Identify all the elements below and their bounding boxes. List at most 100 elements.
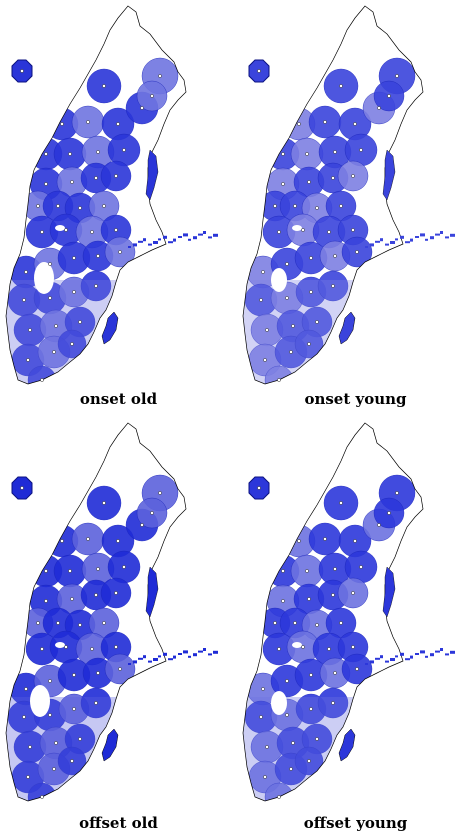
country-outline: [242, 5, 424, 385]
station-marker: [114, 645, 118, 649]
station-marker: [291, 741, 295, 745]
station-marker: [114, 174, 118, 178]
station-marker: [257, 69, 261, 73]
station-marker: [263, 775, 267, 779]
station-marker: [52, 767, 56, 771]
island-dot: [380, 655, 383, 659]
station-marker: [377, 106, 381, 110]
lake-shape: [55, 642, 65, 648]
panel-caption: offset old: [79, 814, 158, 832]
station-marker: [94, 701, 98, 705]
station-marker: [26, 775, 30, 779]
island-dot: [440, 231, 443, 234]
island-dot: [420, 233, 425, 237]
island-dot: [168, 241, 173, 244]
station-marker: [327, 230, 331, 234]
island-dot: [450, 650, 455, 654]
island-dot: [143, 655, 146, 659]
island-dot: [365, 663, 368, 665]
station-marker: [395, 74, 399, 78]
map-panel-offset-young: offset young: [237, 417, 474, 834]
archipelago: [365, 149, 455, 248]
station-marker: [94, 284, 98, 288]
station-marker: [353, 122, 357, 126]
station-marker: [359, 565, 363, 569]
station-marker: [48, 262, 52, 266]
station-marker: [333, 671, 337, 675]
island-dot: [193, 653, 197, 657]
island-dot: [198, 650, 203, 653]
station-marker: [140, 106, 144, 110]
station-marker: [351, 645, 355, 649]
station-marker: [331, 284, 335, 288]
map-offset-young: [242, 422, 455, 802]
island-dot: [158, 238, 161, 241]
panel-caption: onset old: [79, 390, 158, 408]
station-marker: [305, 152, 309, 156]
station-marker: [289, 350, 293, 354]
station-marker: [285, 679, 289, 683]
station-marker: [305, 569, 309, 573]
island-dot: [395, 238, 398, 241]
station-marker: [140, 523, 144, 527]
coast-strip: [382, 566, 396, 618]
station-marker: [333, 150, 337, 154]
island-dot: [163, 652, 167, 656]
station-marker: [281, 182, 285, 186]
island-dot: [400, 652, 404, 656]
station-marker: [158, 74, 162, 78]
island-dot: [385, 660, 389, 663]
island-dot: [445, 236, 449, 239]
station-marker: [90, 230, 94, 234]
island-dot: [450, 233, 455, 237]
island-gotland: [101, 728, 119, 762]
island-dot: [440, 648, 443, 651]
island-dot: [178, 653, 182, 655]
station-marker: [339, 84, 343, 88]
station-marker: [339, 204, 343, 208]
archipelago: [128, 566, 218, 665]
station-marker: [359, 148, 363, 152]
station-marker: [22, 298, 26, 302]
station-marker: [297, 539, 301, 543]
station-marker: [40, 647, 44, 651]
island-dot: [178, 236, 182, 238]
station-marker: [96, 567, 100, 571]
station-marker: [281, 152, 285, 156]
map-panel-offset-old: offset old: [0, 417, 237, 834]
station-marker: [86, 120, 90, 124]
island-dot: [208, 653, 212, 656]
station-marker: [24, 687, 28, 691]
station-marker: [78, 320, 82, 324]
station-marker: [323, 120, 327, 124]
station-marker: [355, 667, 359, 671]
station-marker: [377, 523, 381, 527]
station-marker: [285, 713, 289, 717]
island-dot: [198, 233, 203, 236]
south-shading: [243, 697, 357, 801]
station-marker: [94, 176, 98, 180]
island-gotland: [338, 311, 356, 345]
map-panel-onset-young: onset young: [237, 0, 474, 417]
station-marker: [387, 94, 391, 98]
island-dot: [138, 240, 143, 243]
map-panel-onset-old: onset old: [0, 0, 237, 417]
island-dot: [435, 650, 440, 653]
station-marker: [44, 182, 48, 186]
station-coverage: [243, 474, 416, 801]
station-marker: [259, 715, 263, 719]
island-dot: [395, 655, 398, 658]
island-dot: [148, 243, 152, 246]
station-marker: [257, 486, 261, 490]
station-marker: [273, 204, 277, 208]
station-marker: [70, 759, 74, 763]
coast-strip: [145, 566, 159, 618]
station-marker: [28, 328, 32, 332]
island-dot: [173, 655, 176, 659]
station-marker: [40, 795, 44, 799]
station-marker: [40, 230, 44, 234]
station-marker: [118, 667, 122, 671]
country-outline: [242, 422, 424, 802]
island-dot: [153, 658, 158, 661]
island-dot: [380, 238, 383, 242]
